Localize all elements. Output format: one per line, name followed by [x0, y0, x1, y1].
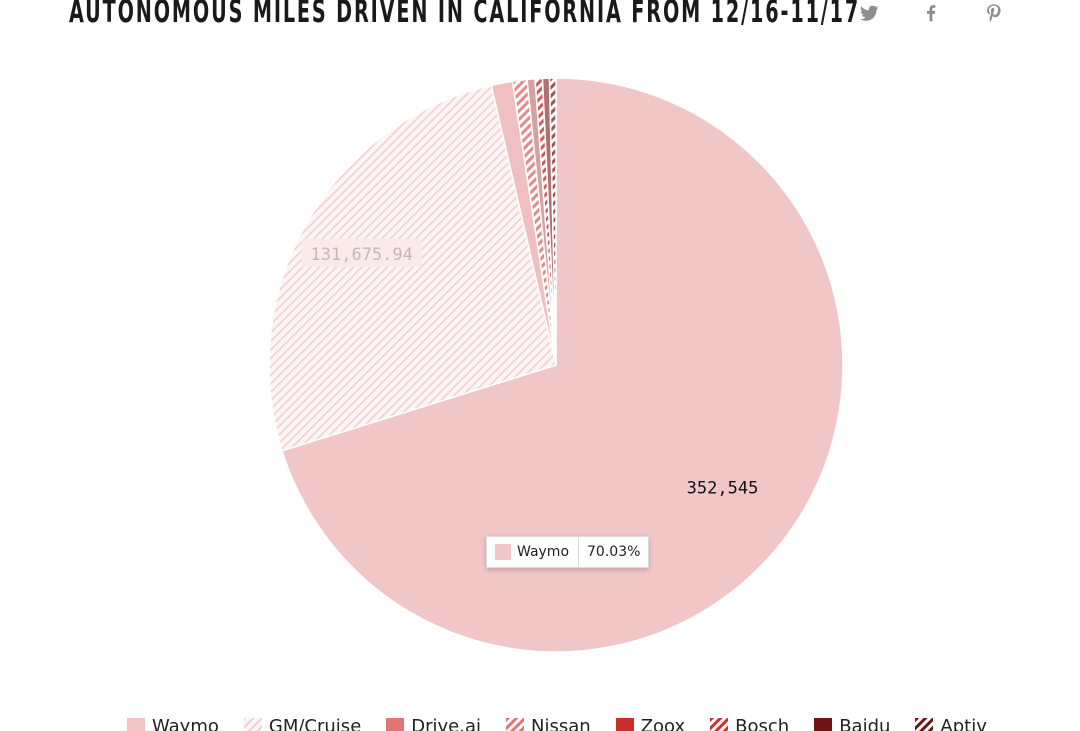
data-label-gm-cruise: 131,675.94	[311, 245, 413, 265]
tooltip-swatch	[495, 544, 511, 560]
legend-item-nissan[interactable]: Nissan	[506, 716, 591, 731]
tooltip-series-name: Waymo	[517, 544, 570, 560]
pinterest-icon	[987, 4, 1001, 22]
legend-label-waymo: Waymo	[152, 716, 219, 731]
legend-item-gm-cruise[interactable]: GM/Cruise	[243, 716, 362, 731]
legend-label-drive-ai: Drive.ai	[411, 716, 482, 731]
legend-swatch-drive-ai	[386, 717, 405, 731]
legend-label-bosch: Bosch	[735, 716, 790, 731]
legend-item-drive-ai[interactable]: Drive.ai	[386, 716, 481, 731]
facebook-icon	[926, 5, 936, 22]
pinterest-share-button[interactable]	[983, 2, 1005, 24]
legend-swatch-bosch	[710, 717, 729, 731]
legend-label-nissan: Nissan	[531, 716, 591, 731]
pie-slice-gm-cruise[interactable]	[268, 84, 557, 452]
twitter-share-button[interactable]	[858, 2, 880, 24]
pie-slice-aptiv[interactable]	[548, 77, 557, 366]
legend-swatch-nissan	[506, 717, 525, 731]
legend-label-gm-cruise: GM/Cruise	[268, 716, 362, 731]
twitter-icon	[860, 5, 879, 21]
legend-item-waymo[interactable]: Waymo	[127, 716, 219, 731]
chart-legend: Waymo GM/Cruise Drive.ai Nissan Zoox Bosch Bai…	[127, 716, 1012, 731]
legend-item-zoox[interactable]: Zoox	[615, 716, 686, 731]
legend-item-baidu[interactable]: Baidu	[814, 716, 890, 731]
legend-label-aptiv: Aptiv	[940, 716, 987, 731]
legend-item-aptiv[interactable]: Aptiv	[915, 716, 987, 731]
legend-swatch-baidu	[814, 717, 833, 731]
legend-swatch-zoox	[615, 717, 634, 731]
chart-title: AUTONOMOUS MILES DRIVEN IN CALIFORNIA FR…	[69, 0, 861, 30]
pie-slice-waymo[interactable]	[281, 77, 844, 653]
legend-swatch-waymo	[127, 717, 145, 731]
legend-swatch-aptiv	[915, 717, 934, 731]
slice-tooltip: Waymo 70.03%	[486, 536, 650, 568]
facebook-share-button[interactable]	[920, 2, 942, 24]
legend-label-zoox: Zoox	[640, 716, 686, 731]
tooltip-percent: 70.03%	[578, 537, 648, 567]
legend-label-baidu: Baidu	[839, 716, 891, 731]
legend-swatch-gm-cruise	[243, 717, 262, 731]
data-label-background-gm-cruise	[301, 238, 422, 267]
data-label-waymo: 352,545	[687, 478, 759, 498]
legend-item-bosch[interactable]: Bosch	[710, 716, 789, 731]
